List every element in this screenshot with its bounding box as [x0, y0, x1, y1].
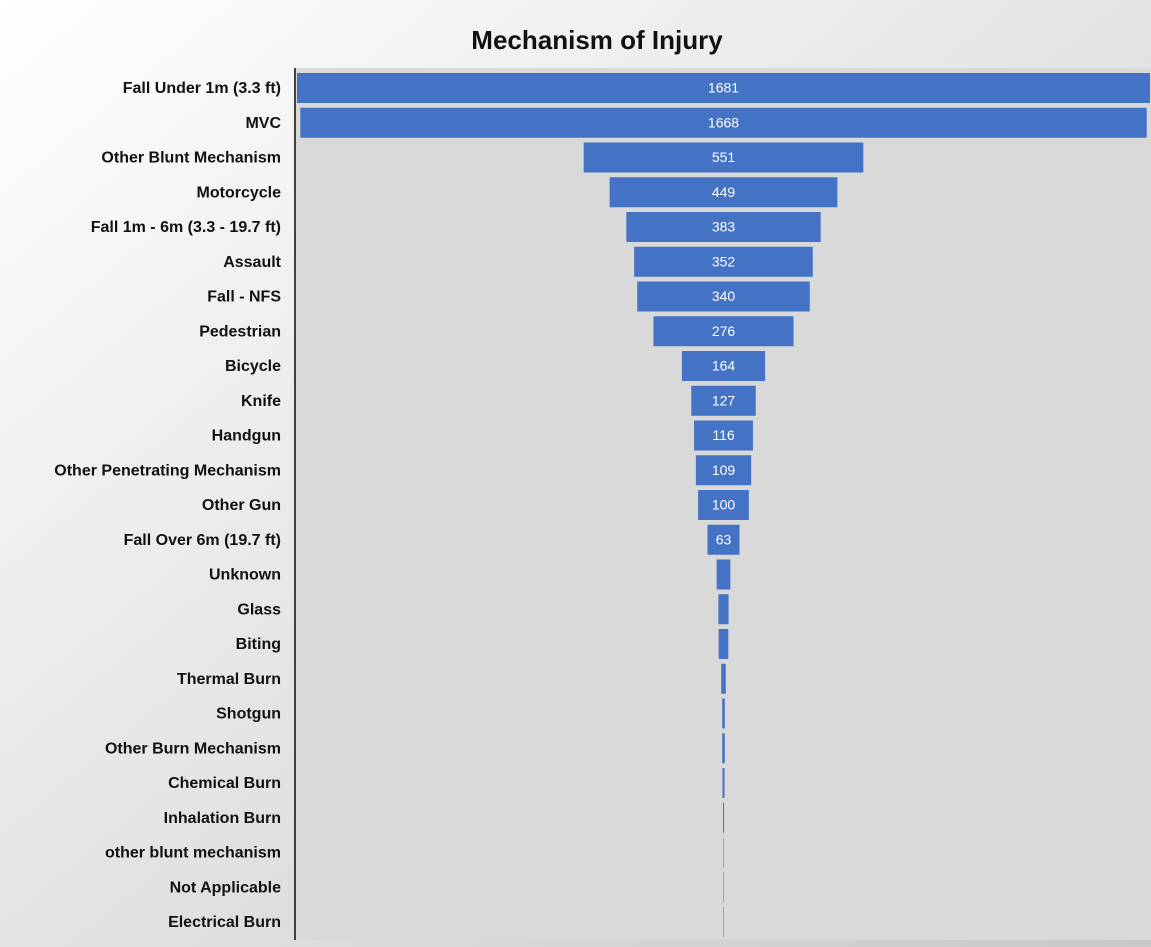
value-label: 100	[712, 497, 736, 513]
category-label: Inhalation Burn	[164, 810, 281, 827]
value-label: 116	[712, 427, 735, 443]
category-label: Thermal Burn	[177, 671, 281, 688]
category-label: Motorcycle	[197, 184, 282, 201]
bar	[653, 316, 794, 347]
bar	[721, 663, 726, 694]
category-label: Handgun	[212, 428, 281, 445]
category-label: Fall - NFS	[207, 289, 281, 306]
bar	[698, 490, 749, 520]
value-label: 63	[716, 531, 732, 547]
value-label: 449	[712, 184, 736, 200]
value-label: 352	[712, 253, 736, 269]
bar	[583, 142, 864, 173]
value-label: 551	[712, 149, 736, 165]
bar	[716, 559, 731, 590]
bar	[722, 768, 725, 798]
bar	[609, 177, 838, 208]
bar	[722, 733, 725, 764]
category-label: Other Blunt Mechanism	[101, 150, 281, 167]
bar	[681, 351, 766, 381]
category-label: Chemical Burn	[168, 775, 281, 792]
value-label: 276	[712, 323, 736, 339]
value-label: 109	[712, 462, 736, 478]
value-label: 127	[712, 392, 736, 408]
category-label: Not Applicable	[170, 879, 282, 896]
bar	[722, 802, 725, 833]
bar	[300, 107, 1147, 138]
category-label: other blunt mechanism	[105, 845, 281, 862]
category-label: Electrical Burn	[168, 914, 281, 931]
bar	[634, 246, 813, 277]
category-label: Shotgun	[216, 706, 281, 723]
value-label: 1681	[708, 80, 739, 96]
category-label: Bicycle	[225, 358, 281, 375]
bar	[694, 420, 753, 451]
bar	[691, 385, 756, 416]
bar	[626, 212, 821, 242]
value-label: 164	[712, 358, 736, 374]
category-label: Other Burn Mechanism	[105, 740, 281, 757]
category-label: Biting	[236, 636, 281, 653]
category-label: Assault	[223, 254, 281, 271]
bar	[707, 524, 740, 555]
bar	[722, 698, 725, 729]
category-label: MVC	[245, 115, 281, 132]
category-label: Unknown	[209, 567, 281, 584]
category-label: Fall 1m - 6m (3.3 - 19.7 ft)	[91, 219, 281, 236]
chart-title: Mechanism of Injury	[471, 25, 723, 55]
category-label: Fall Under 1m (3.3 ft)	[123, 80, 281, 97]
bar	[723, 907, 724, 937]
category-label: Other Penetrating Mechanism	[54, 462, 281, 479]
category-label: Fall Over 6m (19.7 ft)	[124, 532, 281, 549]
category-label: Pedestrian	[199, 323, 281, 340]
bar	[297, 73, 1150, 103]
bar	[718, 594, 729, 625]
value-label: 1668	[708, 114, 739, 130]
bar	[637, 281, 810, 312]
category-label: Other Gun	[202, 497, 281, 514]
bar	[723, 837, 724, 868]
bar	[718, 629, 729, 659]
value-label: 383	[712, 219, 736, 235]
value-label: 340	[712, 288, 736, 304]
category-label: Knife	[241, 393, 281, 410]
bar	[723, 872, 724, 903]
category-label: Glass	[237, 601, 281, 618]
bar	[695, 455, 752, 486]
